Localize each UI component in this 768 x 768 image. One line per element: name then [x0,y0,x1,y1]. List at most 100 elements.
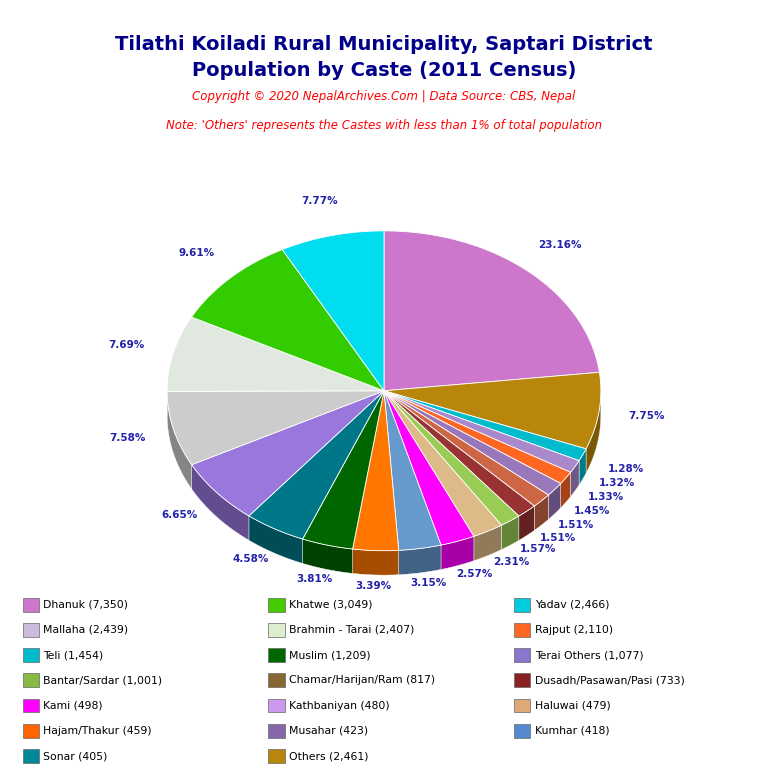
Text: 1.33%: 1.33% [588,492,624,502]
Text: 7.77%: 7.77% [302,197,339,207]
Polygon shape [384,231,599,391]
Bar [515,648,531,662]
Text: 2.57%: 2.57% [455,569,492,579]
Polygon shape [167,391,384,465]
Bar [515,598,531,611]
Bar [269,749,285,763]
Polygon shape [561,472,571,508]
Bar [515,723,531,738]
Polygon shape [548,484,561,519]
Polygon shape [579,449,586,485]
Text: Kami (498): Kami (498) [43,700,103,710]
Polygon shape [384,391,571,484]
Bar [23,598,39,611]
Polygon shape [571,461,579,497]
Polygon shape [192,391,384,516]
Text: 6.65%: 6.65% [162,510,198,520]
Text: Mallaha (2,439): Mallaha (2,439) [43,625,128,635]
Text: Tilathi Koiladi Rural Municipality, Saptari District: Tilathi Koiladi Rural Municipality, Sapt… [115,35,653,54]
Polygon shape [502,516,519,550]
Text: Population by Caste (2011 Census): Population by Caste (2011 Census) [192,61,576,81]
Text: Others (2,461): Others (2,461) [289,751,369,761]
Text: Yadav (2,466): Yadav (2,466) [535,600,609,610]
Text: 3.39%: 3.39% [356,581,392,591]
Text: 7.75%: 7.75% [628,411,664,421]
Text: 7.69%: 7.69% [109,340,145,350]
Text: 1.51%: 1.51% [540,533,576,543]
Text: Teli (1,454): Teli (1,454) [43,650,104,660]
Polygon shape [384,391,586,461]
Bar [23,648,39,662]
Text: 1.32%: 1.32% [599,478,635,488]
Text: Bantar/Sardar (1,001): Bantar/Sardar (1,001) [43,675,163,685]
Text: Dhanuk (7,350): Dhanuk (7,350) [43,600,128,610]
Bar [515,674,531,687]
Text: Terai Others (1,077): Terai Others (1,077) [535,650,644,660]
Polygon shape [519,506,535,541]
Bar [515,699,531,713]
Bar [269,699,285,713]
Text: Muslim (1,209): Muslim (1,209) [289,650,371,660]
Text: 2.31%: 2.31% [493,557,529,567]
Text: Brahmin - Tarai (2,407): Brahmin - Tarai (2,407) [289,625,415,635]
Text: 3.15%: 3.15% [410,578,446,588]
Polygon shape [586,392,601,473]
Polygon shape [399,545,441,574]
Polygon shape [249,516,303,564]
Text: Khatwe (3,049): Khatwe (3,049) [289,600,372,610]
Bar [23,749,39,763]
Polygon shape [353,549,399,575]
Text: Note: 'Others' represents the Castes with less than 1% of total population: Note: 'Others' represents the Castes wit… [166,119,602,132]
Polygon shape [192,465,249,540]
Polygon shape [384,391,579,472]
Text: Musahar (423): Musahar (423) [289,726,369,736]
Text: Sonar (405): Sonar (405) [43,751,108,761]
Bar [269,723,285,738]
Polygon shape [441,536,474,570]
Bar [23,699,39,713]
Text: Copyright © 2020 NepalArchives.Com | Data Source: CBS, Nepal: Copyright © 2020 NepalArchives.Com | Dat… [192,90,576,103]
Polygon shape [384,372,601,449]
Polygon shape [303,391,384,549]
Polygon shape [384,391,474,545]
Text: 9.61%: 9.61% [178,249,214,259]
Polygon shape [167,317,384,392]
Bar [269,648,285,662]
Polygon shape [384,391,548,506]
Bar [269,598,285,611]
Polygon shape [384,391,519,525]
Polygon shape [384,391,535,516]
Polygon shape [384,391,561,495]
Polygon shape [384,391,502,536]
Text: 1.45%: 1.45% [574,506,611,516]
Bar [515,623,531,637]
Text: 7.58%: 7.58% [109,432,145,442]
Text: 1.28%: 1.28% [608,464,644,474]
Polygon shape [191,250,384,391]
Text: Hajam/Thakur (459): Hajam/Thakur (459) [43,726,152,736]
Text: 23.16%: 23.16% [538,240,581,250]
Bar [23,723,39,738]
Bar [269,623,285,637]
Text: 3.81%: 3.81% [296,574,333,584]
Polygon shape [167,392,192,489]
Text: 1.51%: 1.51% [558,520,594,530]
Text: 4.58%: 4.58% [233,554,269,564]
Text: Dusadh/Pasawan/Pasi (733): Dusadh/Pasawan/Pasi (733) [535,675,685,685]
Polygon shape [353,391,399,551]
Text: Rajput (2,110): Rajput (2,110) [535,625,613,635]
Polygon shape [474,525,502,561]
Text: 1.57%: 1.57% [520,545,556,554]
Polygon shape [535,495,548,531]
Text: Kumhar (418): Kumhar (418) [535,726,610,736]
Polygon shape [283,231,384,391]
Polygon shape [303,539,353,574]
Polygon shape [384,391,441,551]
Bar [23,674,39,687]
Text: Kathbaniyan (480): Kathbaniyan (480) [289,700,390,710]
Text: Chamar/Harijan/Ram (817): Chamar/Harijan/Ram (817) [289,675,435,685]
Bar [23,623,39,637]
Polygon shape [249,391,384,539]
Text: Haluwai (479): Haluwai (479) [535,700,611,710]
Bar [269,674,285,687]
